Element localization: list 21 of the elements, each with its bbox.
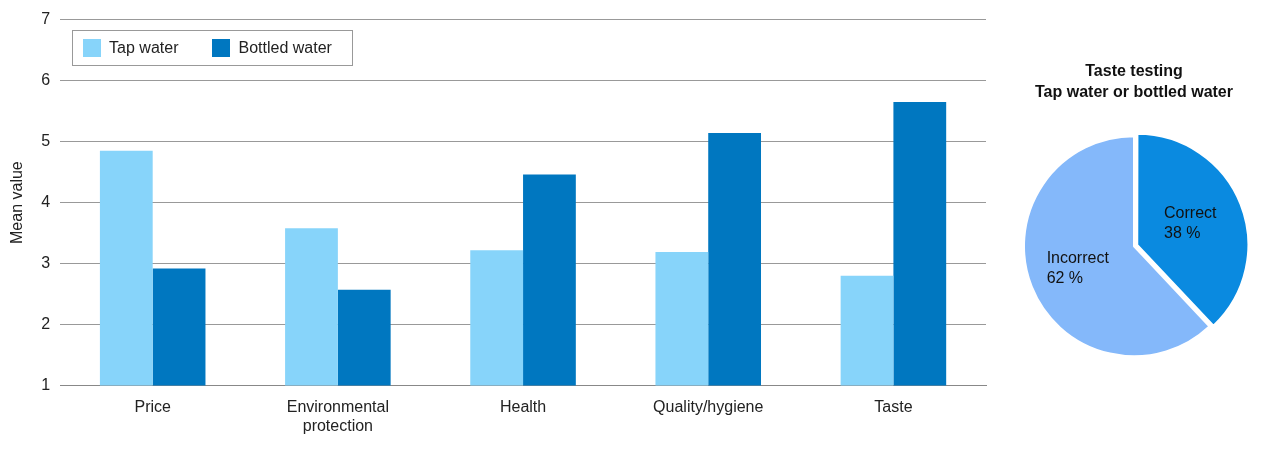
y-tick-label: 1	[41, 376, 51, 394]
slice-label: Correct	[1164, 204, 1218, 222]
y-tick-label: 4	[41, 193, 51, 211]
x-tick-label: Quality/hygiene	[653, 397, 764, 415]
legend-label: Bottled water	[238, 38, 332, 57]
y-tick-label: 7	[41, 10, 51, 28]
y-tick-label: 6	[41, 71, 51, 89]
y-axis-title: Mean value	[8, 161, 26, 244]
y-tick-label: 5	[41, 132, 51, 150]
chart-title: Taste testing	[1085, 62, 1183, 80]
y-tick-label: 2	[41, 315, 51, 333]
legend-label: Tap water	[109, 38, 179, 57]
slice-label: Incorrect	[1046, 248, 1110, 266]
x-tick-label: Health	[499, 397, 547, 415]
chart-subtitle: Tap water or bottled water	[1035, 83, 1233, 101]
data-label: 38 %	[1164, 224, 1201, 242]
y-tick-label: 3	[41, 254, 51, 272]
data-label: 62 %	[1046, 268, 1084, 286]
x-tick-label: Price	[134, 397, 172, 415]
x-tick-label: Environmental protection	[286, 397, 390, 434]
x-tick-label: Taste	[874, 397, 913, 415]
